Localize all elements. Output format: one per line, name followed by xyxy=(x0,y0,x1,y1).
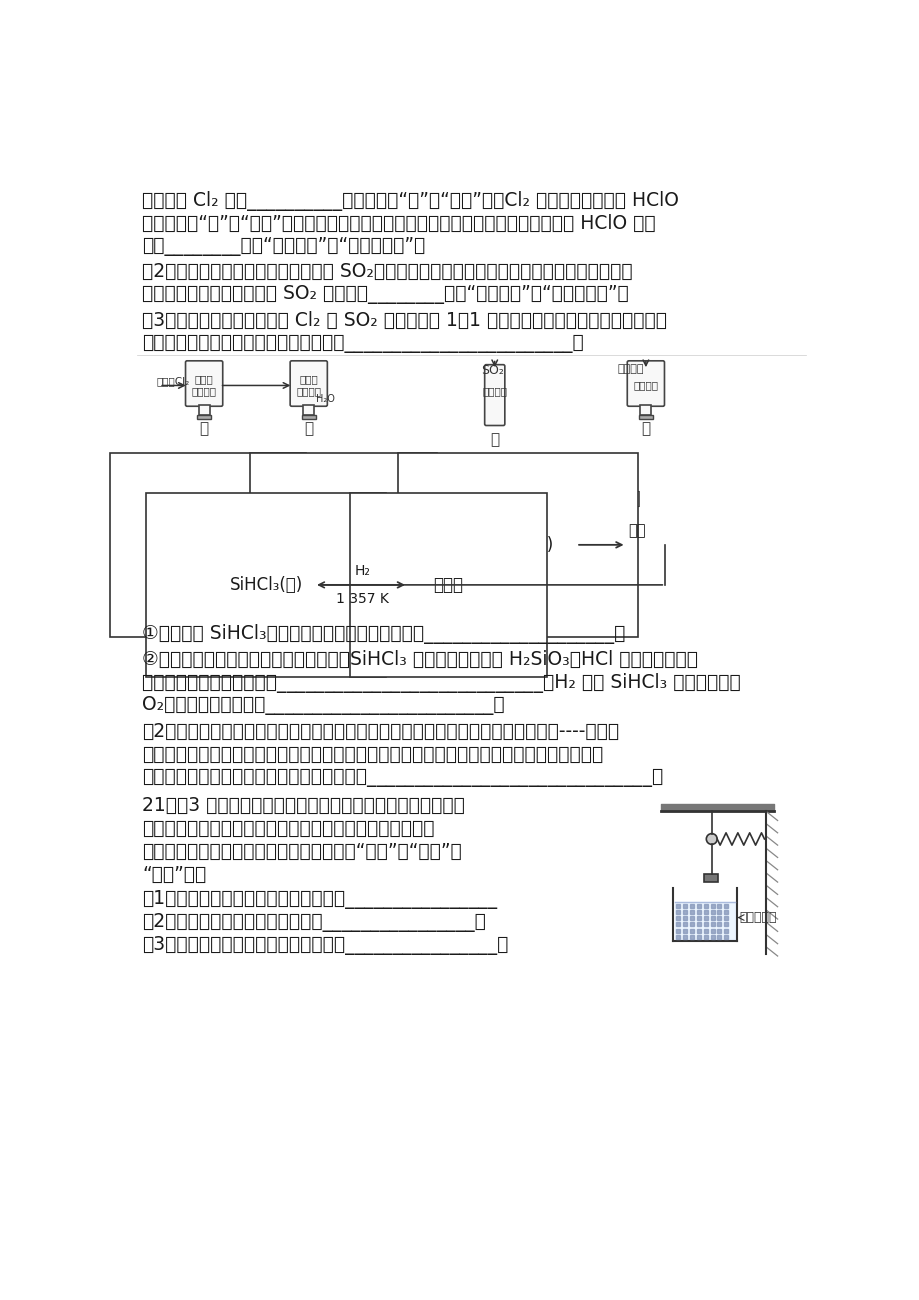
Bar xyxy=(640,404,651,416)
Text: 性是________（填“可恢复的”或“不可恢复的”）: 性是________（填“可恢复的”或“不可恢复的”） xyxy=(142,237,425,256)
Text: ②整个制备过程必须严格控制无水无氧。SiHCl₃ 遇水剧烈反应生成 H₂SiO₃、HCl 和另一种物质，: ②整个制备过程必须严格控制无水无氧。SiHCl₃ 遇水剧烈反应生成 H₂SiO₃… xyxy=(142,650,698,668)
Text: 品红溶液: 品红溶液 xyxy=(482,386,506,396)
Text: 发现试管又变为红色，说明 SO₂ 的漂白是________（填“可恢复的”或“不可恢复的”）: 发现试管又变为红色，说明 SO₂ 的漂白是________（填“可恢复的”或“不… xyxy=(142,286,629,304)
Text: （3）如图丁所示，将干燥的 Cl₂ 和 SO₂ 按其体积比 1：1 混合，通入石蕊试液中，发现石蕊试: （3）如图丁所示，将干燥的 Cl₂ 和 SO₂ 按其体积比 1：1 混合，通入石… xyxy=(142,311,666,330)
Bar xyxy=(199,404,210,416)
Text: “变小”）：: “变小”）： xyxy=(142,866,206,884)
Text: HCl: HCl xyxy=(404,524,428,538)
Text: （2）如图丙所示，向品红溶液中通入 SO₂，同学们发现品红褪色了，停止通气体，加热试管，: （2）如图丙所示，向品红溶液中通入 SO₂，同学们发现品红褪色了，停止通气体，加… xyxy=(142,263,632,281)
Text: H₂O: H₂O xyxy=(316,394,335,403)
Text: 丙: 丙 xyxy=(490,432,499,447)
Text: （1）制备硅半导体材料必须先得到高纯硅。三氯甲硅烷(SiHCl3)还原法是当前制 备高纯硅的: （1）制备硅半导体材料必须先得到高纯硅。三氯甲硅烷(SiHCl3)还原法是当前制… xyxy=(142,489,640,508)
Text: 20．（7 分）硅单质及其化合物应用范围很广。请回答下列问题：: 20．（7 分）硅单质及其化合物应用范围很广。请回答下列问题： xyxy=(142,464,487,484)
FancyBboxPatch shape xyxy=(289,361,327,406)
Text: 石英砂: 石英砂 xyxy=(193,536,222,554)
FancyBboxPatch shape xyxy=(484,365,505,425)
Text: 湿润的
红色布条: 湿润的 红色布条 xyxy=(296,374,321,396)
Text: 请写出二氧化硅与氢氧化钠溶液的化学方程式______________________________。: 请写出二氧化硅与氢氧化钠溶液的化学方程式____________________… xyxy=(142,768,663,786)
Text: 1 357 K: 1 357 K xyxy=(335,592,388,606)
Text: SiHCl₃(粗): SiHCl₃(粗) xyxy=(481,536,554,554)
Text: 参与反应），说明弹簧秤示数变化情况（填“变大”、“不变”或: 参与反应），说明弹簧秤示数变化情况（填“变大”、“不变”或 xyxy=(142,842,461,861)
Bar xyxy=(638,416,652,420)
Text: 21．（3 分）如图所示，一物体悬挂在饱和的氯化钠溶液中，: 21．（3 分）如图所示，一物体悬挂在饱和的氯化钠溶液中， xyxy=(142,796,464,815)
Bar xyxy=(303,404,313,416)
Text: 饱和氯化钠: 饱和氯化钠 xyxy=(739,911,777,924)
Text: 高温: 高温 xyxy=(267,551,283,566)
Text: 焦炭: 焦炭 xyxy=(267,524,283,538)
Text: 高纯硅: 高纯硅 xyxy=(433,576,463,594)
Text: 粗硅: 粗硅 xyxy=(334,536,353,554)
Text: 了，说明 Cl₂ 本身__________漂白性（填“有”或“没有”），Cl₂ 和水反应的生成物 HClO: 了，说明 Cl₂ 本身__________漂白性（填“有”或“没有”），Cl₂ … xyxy=(142,191,678,211)
Text: 精馏: 精馏 xyxy=(628,523,645,538)
Text: 主要方法，生产过程示意图如下：: 主要方法，生产过程示意图如下： xyxy=(142,512,311,532)
Text: 写出配平的化学反应方程式____________________________；H₂ 还原 SiHCl₃ 过程中若混入: 写出配平的化学反应方程式____________________________… xyxy=(142,672,740,693)
Text: 甲: 甲 xyxy=(199,421,209,437)
Text: （2）如果加入蒸馏水，弹簧秤示数________________；: （2）如果加入蒸馏水，弹簧秤示数________________； xyxy=(142,913,485,932)
Text: 混合气体: 混合气体 xyxy=(617,364,643,374)
Text: O₂，可能引起的后果是________________________。: O₂，可能引起的后果是________________________。 xyxy=(142,696,505,715)
Text: SO₂: SO₂ xyxy=(481,364,504,377)
Text: SiHCl₃(纯): SiHCl₃(纯) xyxy=(229,576,302,594)
Text: 573 K 以上: 573 K 以上 xyxy=(386,551,447,566)
Text: H₂: H₂ xyxy=(354,564,369,579)
FancyBboxPatch shape xyxy=(627,361,664,406)
Bar xyxy=(301,416,315,420)
Text: ①写出由纯 SiHCl₃，制备高纯硅的化学反应方程式____________________。: ①写出由纯 SiHCl₃，制备高纯硅的化学反应方程式______________… xyxy=(142,624,625,645)
Text: 石蕊溶液: 石蕊溶液 xyxy=(632,381,658,390)
Text: （3）如果加入氯化钾晶体，弹簧秤示数________________；: （3）如果加入氯化钾晶体，弹簧秤示数________________； xyxy=(142,936,508,956)
Bar xyxy=(703,875,717,883)
Circle shape xyxy=(706,833,717,845)
FancyBboxPatch shape xyxy=(186,361,222,406)
Text: （1）如果加入氯化钠晶体，弹簧秤示数________________: （1）如果加入氯化钠晶体，弹簧秤示数________________ xyxy=(142,889,496,909)
Text: 乙: 乙 xyxy=(304,421,313,437)
Text: 在恒温条件下向烧杯内溶液中分别加入下列物质（悬挂物不: 在恒温条件下向烧杯内溶液中分别加入下列物质（悬挂物不 xyxy=(142,819,434,838)
Text: 干燥的
红色布条: 干燥的 红色布条 xyxy=(191,374,216,396)
Text: 维。二氧化硅和二氧化碳一样，也能与氢氧化钠溶液生成硅酸钠（其水溶液称水玻璃）和水。: 维。二氧化硅和二氧化碳一样，也能与氢氧化钠溶液生成硅酸钠（其水溶液称水玻璃）和水… xyxy=(142,745,603,764)
Text: 干燥的Cl₂: 干燥的Cl₂ xyxy=(156,376,189,386)
Text: 漂白性（填“有”或“没有”），将乙中的布条取出烘干，发现未变为原来的红色，说明 HClO 漂白: 漂白性（填“有”或“没有”），将乙中的布条取出烘干，发现未变为原来的红色，说明 … xyxy=(142,213,655,233)
Text: 液变红，比褪色，试用化学方程式解释：________________________。: 液变红，比褪色，试用化学方程式解释：______________________… xyxy=(142,334,584,352)
Text: 丁: 丁 xyxy=(641,421,650,437)
Bar xyxy=(197,416,210,420)
Text: （2）石英砂的主要成分是二氧化硅，高纯度的二氧化硅可用于制造高性能通讯材料----光导纤: （2）石英砂的主要成分是二氧化硅，高纯度的二氧化硅可用于制造高性能通讯材料---… xyxy=(142,722,618,741)
